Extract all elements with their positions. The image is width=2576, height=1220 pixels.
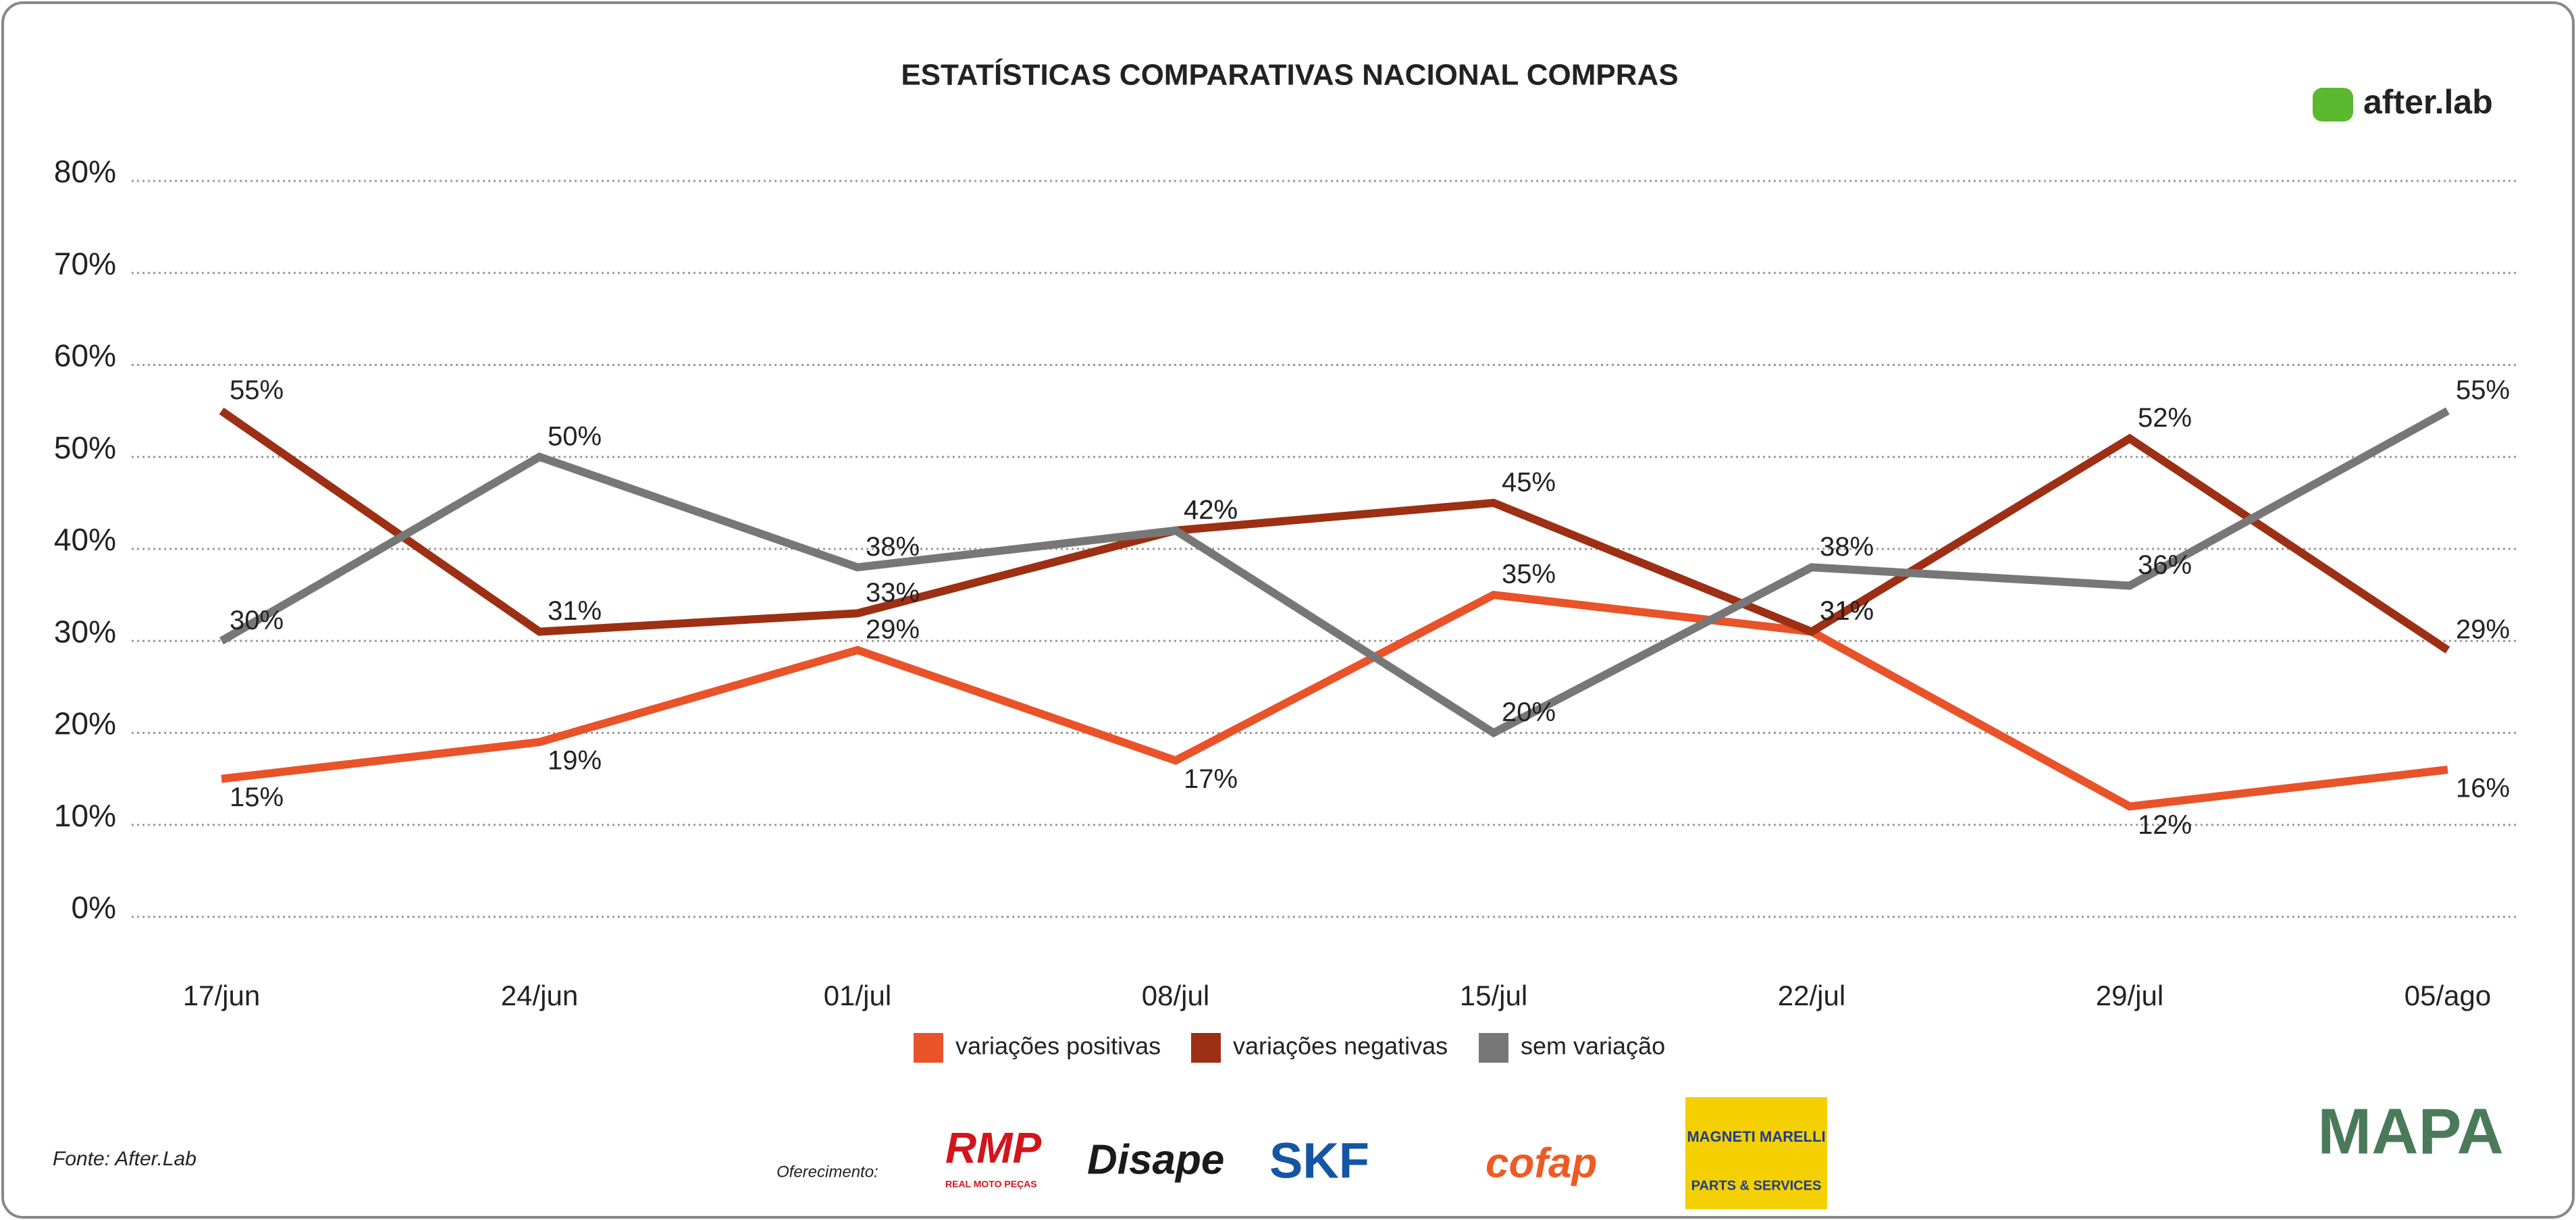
data-label: 31% <box>548 596 602 626</box>
logo-icon <box>2313 88 2353 122</box>
sponsor-skf: SKF <box>1269 1133 1369 1189</box>
data-label: 33% <box>866 578 920 608</box>
data-label: 29% <box>2456 614 2510 644</box>
x-tick-label: 01/jul <box>824 980 891 1011</box>
line <box>219 407 2450 738</box>
y-tick-label: 10% <box>54 798 116 833</box>
sponsor-label: Oferecimento: <box>777 1163 878 1181</box>
logo: after.lab <box>2363 83 2493 121</box>
x-tick-label: 22/jul <box>1778 980 1845 1011</box>
y-tick-label: 80% <box>54 154 116 189</box>
x-tick-label: 29/jul <box>2096 980 2163 1011</box>
data-label: 42% <box>1184 495 1238 525</box>
y-tick-label: 30% <box>54 614 116 649</box>
y-tick-label: 70% <box>54 246 116 281</box>
sponsor-magneti-sub: PARTS & SERVICES <box>1691 1178 1822 1193</box>
data-label: 50% <box>548 421 602 451</box>
x-tick-label: 05/ago <box>2404 980 2491 1011</box>
legend-label: variações negativas <box>1233 1032 1448 1060</box>
data-label: 29% <box>866 614 920 644</box>
data-label: 36% <box>2138 550 2192 580</box>
legend-label: variações positivas <box>955 1032 1161 1060</box>
data-label: 31% <box>1820 596 1874 626</box>
source: Fonte: After.Lab <box>53 1148 196 1170</box>
data-label: 16% <box>2456 774 2510 803</box>
sponsor-disape: Disape <box>1087 1136 1224 1183</box>
data-label: 19% <box>548 746 602 776</box>
sponsor-cofap: cofap <box>1486 1140 1597 1186</box>
sponsor-rmp: RMP <box>945 1123 1042 1172</box>
y-tick-label: 0% <box>72 890 116 925</box>
data-label: 35% <box>1502 560 1556 589</box>
y-tick-label: 40% <box>54 522 116 557</box>
data-label: 42% <box>1184 495 1238 525</box>
x-tick-label: 17/jun <box>183 980 260 1011</box>
line <box>219 407 2450 654</box>
data-label: 38% <box>1820 532 1874 562</box>
data-label: 55% <box>2456 375 2510 405</box>
sponsor-rmp-sub: REAL MOTO PEÇAS <box>945 1179 1037 1190</box>
sponsor-box <box>1685 1097 1827 1209</box>
data-label: 31% <box>1820 596 1874 626</box>
y-tick-label: 50% <box>54 430 116 465</box>
x-tick-label: 08/jul <box>1142 980 1209 1011</box>
data-label: 55% <box>230 375 284 405</box>
y-tick-label: 20% <box>54 706 116 741</box>
data-label: 38% <box>866 532 920 562</box>
data-label: 52% <box>2138 403 2192 433</box>
data-label: 12% <box>2138 810 2192 840</box>
data-label: 30% <box>230 606 284 635</box>
data-label: 17% <box>1184 764 1238 794</box>
data-label: 20% <box>1502 697 1556 727</box>
legend-swatch <box>914 1033 943 1063</box>
line <box>221 590 2448 811</box>
sponsor-mapa: MAPA <box>2317 1095 2504 1167</box>
legend-swatch <box>1479 1033 1508 1063</box>
x-tick-label: 15/jul <box>1460 980 1527 1011</box>
legend-label: sem variação <box>1521 1032 1665 1060</box>
legend-swatch <box>1191 1033 1221 1063</box>
x-tick-label: 24/jun <box>501 980 578 1011</box>
sponsor-magneti: MAGNETI MARELLI <box>1687 1128 1825 1145</box>
data-label: 45% <box>1502 467 1556 497</box>
chart-title: ESTATÍSTICAS COMPARATIVAS NACIONAL COMPR… <box>901 58 1678 92</box>
y-tick-label: 60% <box>54 338 116 373</box>
data-label: 15% <box>230 783 284 812</box>
